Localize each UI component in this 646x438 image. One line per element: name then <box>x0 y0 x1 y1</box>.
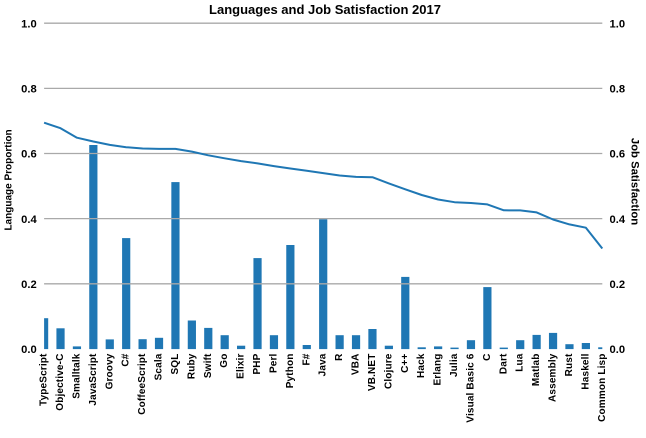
svg-text:0.8: 0.8 <box>610 84 626 96</box>
svg-text:Lua: Lua <box>515 353 526 372</box>
svg-text:Visual Basic 6: Visual Basic 6 <box>465 353 476 422</box>
svg-text:0.2: 0.2 <box>610 279 626 291</box>
svg-text:Swift: Swift <box>203 353 214 378</box>
svg-text:Job Satisfaction: Job Satisfaction <box>629 138 641 225</box>
svg-text:0.6: 0.6 <box>610 149 626 161</box>
svg-text:0.4: 0.4 <box>610 214 626 226</box>
svg-text:TypeScript: TypeScript <box>39 353 50 406</box>
svg-text:Rust: Rust <box>564 353 575 376</box>
svg-text:0.4: 0.4 <box>21 214 37 226</box>
svg-text:Ruby: Ruby <box>186 353 197 379</box>
svg-text:0.8: 0.8 <box>21 84 37 96</box>
svg-text:Common Lisp: Common Lisp <box>597 354 608 422</box>
svg-text:PHP: PHP <box>252 353 263 374</box>
svg-text:Clojure: Clojure <box>383 353 394 389</box>
svg-text:Go: Go <box>219 354 230 368</box>
svg-text:JavaScript: JavaScript <box>88 353 99 406</box>
svg-text:Objective-C: Objective-C <box>55 354 66 411</box>
svg-text:C++: C++ <box>400 353 411 372</box>
svg-text:R: R <box>334 353 345 361</box>
svg-text:C#: C# <box>121 353 132 366</box>
svg-text:Hack: Hack <box>416 353 427 378</box>
svg-text:Dart: Dart <box>498 353 509 374</box>
svg-text:1.0: 1.0 <box>610 18 626 30</box>
svg-text:VBA: VBA <box>351 354 362 376</box>
svg-text:Julia: Julia <box>449 353 460 377</box>
svg-text:CoffeeScript: CoffeeScript <box>137 353 148 415</box>
svg-text:Haskell: Haskell <box>580 353 591 389</box>
svg-text:Language Proportion: Language Proportion <box>4 129 15 230</box>
svg-text:F#: F# <box>301 353 312 365</box>
svg-text:VB.NET: VB.NET <box>367 354 378 392</box>
svg-text:Scala: Scala <box>154 353 165 380</box>
svg-text:Languages and Job Satisfaction: Languages and Job Satisfaction 2017 <box>209 2 441 17</box>
svg-text:0.0: 0.0 <box>21 344 37 356</box>
svg-text:1.0: 1.0 <box>21 18 37 30</box>
svg-text:Assembly: Assembly <box>548 353 559 402</box>
svg-text:0.0: 0.0 <box>610 344 626 356</box>
svg-text:0.2: 0.2 <box>21 279 37 291</box>
svg-text:Elixir: Elixir <box>236 354 247 379</box>
svg-text:Erlang: Erlang <box>433 354 444 386</box>
svg-text:Python: Python <box>285 354 296 389</box>
svg-text:Smalltalk: Smalltalk <box>71 353 82 399</box>
svg-text:Perl: Perl <box>268 353 279 373</box>
svg-text:Matlab: Matlab <box>531 354 542 387</box>
svg-text:C: C <box>482 354 493 361</box>
svg-text:0.6: 0.6 <box>21 149 37 161</box>
svg-text:Java: Java <box>318 353 329 376</box>
svg-text:Groovy: Groovy <box>104 353 115 389</box>
svg-text:SQL: SQL <box>170 354 181 375</box>
